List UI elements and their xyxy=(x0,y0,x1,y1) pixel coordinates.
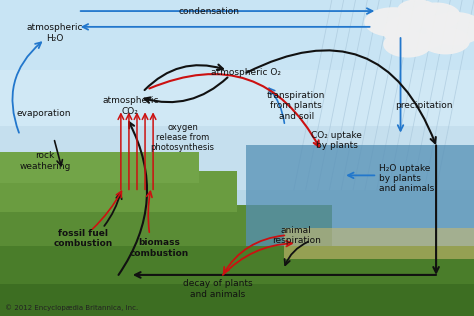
Bar xyxy=(0,284,474,316)
Text: biomass
combustion: biomass combustion xyxy=(129,238,189,258)
Text: evaporation: evaporation xyxy=(17,109,71,118)
Bar xyxy=(0,246,474,284)
Text: precipitation: precipitation xyxy=(395,101,453,110)
Bar xyxy=(284,228,474,259)
Bar xyxy=(0,171,237,212)
Text: atmospheric O₂: atmospheric O₂ xyxy=(211,68,282,77)
Ellipse shape xyxy=(384,32,431,57)
Text: oxygen
release from
photosynthesis: oxygen release from photosynthesis xyxy=(150,123,215,152)
Text: CO₂ uptake
by plants: CO₂ uptake by plants xyxy=(311,131,362,150)
Text: animal
respiration: animal respiration xyxy=(272,226,321,245)
Bar xyxy=(0,0,474,190)
Text: transpiration
from plants
and soil: transpiration from plants and soil xyxy=(267,91,326,121)
Bar xyxy=(0,0,474,70)
Bar xyxy=(0,205,332,246)
Text: atmospheric
CO₂: atmospheric CO₂ xyxy=(102,96,159,116)
Text: condensation: condensation xyxy=(178,7,239,15)
Ellipse shape xyxy=(384,14,450,49)
Text: rock
weathering: rock weathering xyxy=(19,151,71,171)
Text: H₂O uptake
by plants
and animals: H₂O uptake by plants and animals xyxy=(379,164,435,193)
Ellipse shape xyxy=(398,0,436,19)
Text: © 2012 Encyclopædia Britannica, Inc.: © 2012 Encyclopædia Britannica, Inc. xyxy=(5,305,138,311)
Bar xyxy=(0,152,199,183)
Ellipse shape xyxy=(427,13,474,44)
Ellipse shape xyxy=(422,28,469,54)
Ellipse shape xyxy=(412,3,460,28)
Text: fossil fuel
combustion: fossil fuel combustion xyxy=(53,229,112,248)
Ellipse shape xyxy=(365,8,422,36)
Text: decay of plants
and animals: decay of plants and animals xyxy=(183,279,253,299)
Text: atmospheric
H₂O: atmospheric H₂O xyxy=(26,23,83,43)
Bar xyxy=(0,0,474,126)
Bar xyxy=(246,145,474,246)
